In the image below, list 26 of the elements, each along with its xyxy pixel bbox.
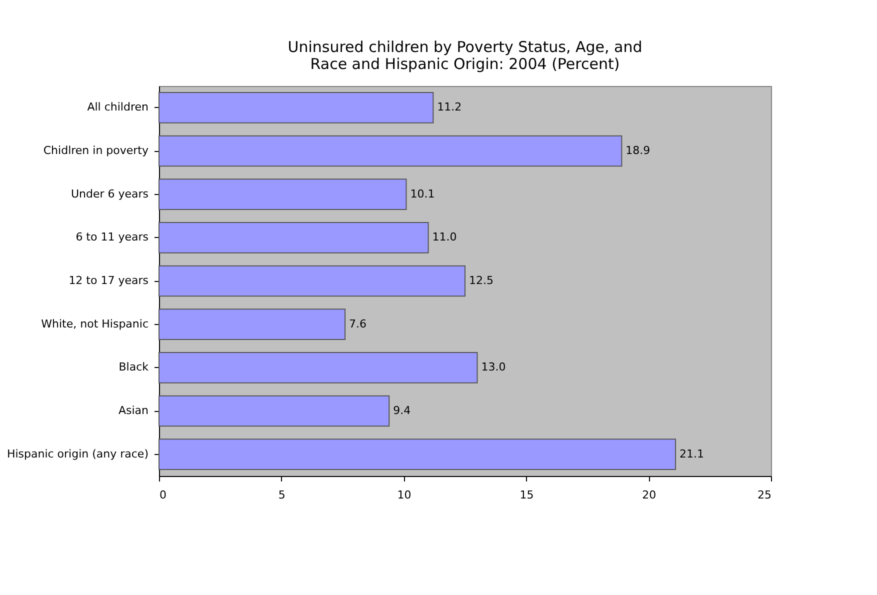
y-tick-label: Under 6 years [70,187,149,200]
data-label: 7.6 [349,317,367,330]
data-label: 18.9 [626,144,650,157]
y-tick-label: White, not Hispanic [41,317,148,330]
x-tick-label: 20 [642,488,656,502]
data-label: 12.5 [469,274,494,287]
data-label: 11.2 [437,100,462,114]
y-tick-label: All children [87,100,149,114]
y-tick-label: 6 to 11 years [76,230,149,244]
data-label: 10.1 [410,187,435,200]
data-label: 11.0 [432,230,457,244]
y-tick-label: Black [118,360,150,374]
data-label: 21.1 [680,447,704,460]
x-tick-label: 15 [520,488,534,502]
text: Race and Hispanic Origin: 2004 (Percent) [310,55,620,73]
y-tick-label: 12 to 17 years [68,274,149,287]
x-tick-label: 5 [278,488,286,502]
x-tick-label: 25 [758,488,772,502]
text: Uninsured children by Poverty Status, Age, and [288,38,642,56]
y-tick-label: Hispanic origin (any race) [6,447,148,460]
x-tick-label: 0 [160,488,166,502]
data-label: 13.0 [481,360,506,374]
y-tick-label: Chidlren in poverty [43,144,149,157]
x-tick-label: 10 [397,488,412,502]
y-tick-label: Asian [118,404,149,417]
data-label: 9.4 [393,404,411,417]
